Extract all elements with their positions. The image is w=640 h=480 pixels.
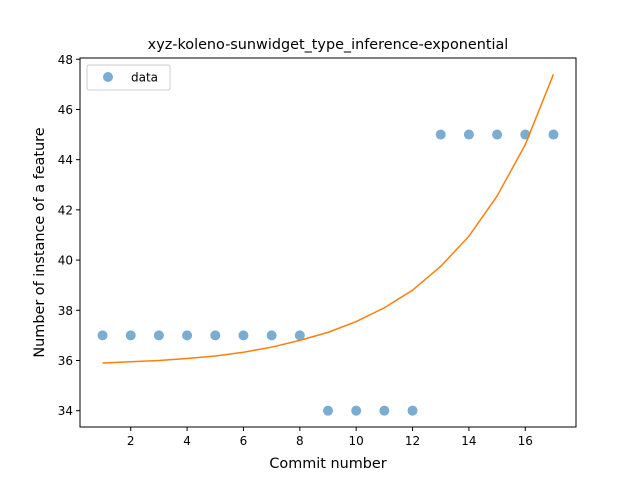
x-tick-label: 16 — [518, 434, 533, 448]
y-tick-label: 44 — [58, 153, 73, 167]
y-tick-label: 34 — [58, 404, 73, 418]
x-tick-label: 6 — [240, 434, 248, 448]
plot-content — [97, 74, 559, 416]
fit-line — [102, 74, 555, 364]
legend-label: data — [131, 71, 158, 85]
data-point — [266, 330, 277, 341]
y-tick-label: 36 — [58, 354, 73, 368]
x-tick-label: 14 — [461, 434, 476, 448]
axes-frame — [79, 57, 577, 428]
x-axis-label: Commit number — [269, 456, 386, 472]
data-point — [97, 330, 108, 341]
data-point — [210, 330, 221, 341]
data-point — [435, 129, 446, 140]
data-point — [125, 330, 136, 341]
x-tick-label: 8 — [296, 434, 304, 448]
y-tick-label: 48 — [58, 53, 73, 67]
y-tick-label: 42 — [58, 203, 73, 217]
y-axis: 34 36 38 40 42 44 46 48 — [58, 53, 80, 418]
data-point — [407, 405, 418, 416]
x-axis: 2 4 6 8 10 12 14 16 — [127, 427, 533, 448]
legend: data — [86, 64, 171, 91]
chart-title: xyz-koleno-sunwidget_type_inference-expo… — [148, 37, 509, 53]
x-tick-label: 2 — [127, 434, 135, 448]
y-axis-label: Number of instance of a feature — [32, 127, 48, 357]
data-point — [323, 405, 333, 416]
data-point — [351, 405, 362, 416]
data-point — [463, 129, 474, 140]
legend-marker — [103, 72, 113, 82]
data-point — [379, 405, 390, 416]
x-tick-label: 10 — [349, 434, 364, 448]
x-tick-label: 4 — [183, 434, 191, 448]
legend-box — [86, 64, 171, 91]
data-point — [294, 330, 305, 341]
y-tick-label: 38 — [58, 304, 73, 318]
data-point — [548, 129, 559, 140]
x-tick-label: 12 — [405, 434, 420, 448]
y-tick-label: 46 — [58, 103, 73, 117]
data-point — [238, 330, 249, 341]
data-point — [182, 330, 193, 341]
y-tick-label: 40 — [58, 254, 73, 268]
data-point — [153, 330, 164, 341]
data-point — [492, 129, 503, 140]
